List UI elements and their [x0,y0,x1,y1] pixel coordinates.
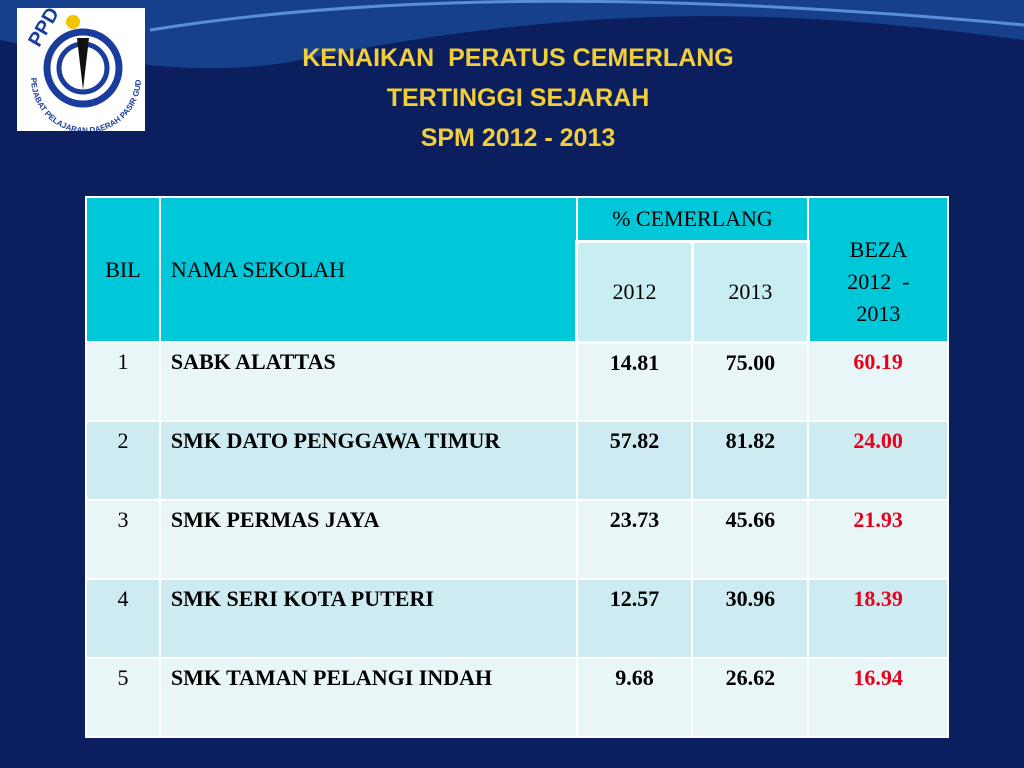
table-cell: 60.19 [807,341,949,422]
table-cell: 26.62 [691,657,810,738]
title: KENAIKAN PERATUS CEMERLANG TERTINGGI SEJ… [218,38,818,158]
table-cell: 81.82 [691,420,810,501]
table-cell: 2 [85,420,161,501]
header-line: 2013 [856,300,901,326]
table-cell: 24.00 [807,420,949,501]
header-cell: 2013 [690,239,810,344]
table-cell: 1 [85,341,161,422]
table-row: 3 SMK PERMAS JAYA 23.73 45.66 21.93 [85,499,949,580]
table-cell: 5 [85,657,161,738]
title-line: TERTINGGI SEJARAH [386,84,650,112]
table-cell: 16.94 [807,657,949,738]
table-row: 5 SMK TAMAN PELANGI INDAH 9.68 26.62 16.94 [85,657,949,738]
table-cell: 57.82 [575,420,694,501]
header-row: 2012 2013 [86,239,948,344]
logo-ring [43,28,123,108]
header-cell: NAMA SEKOLAH [158,196,578,343]
table-row: 4 SMK SERI KOTA PUTERI 12.57 30.96 18.39 [85,578,949,659]
header-cell: % CEMERLANG [575,196,810,242]
table-cell: 30.96 [691,578,810,659]
logo-pen [77,38,89,90]
table-cell: 4 [85,578,161,659]
header-line: BEZA [849,236,908,262]
table-cell: SMK SERI KOTA PUTERI [158,578,578,659]
table-cell: 23.73 [575,499,694,580]
table-body: BIL NAMA SEKOLAH % CEMERLANG BEZA 2012 -… [85,196,949,738]
table-cell: 18.39 [807,578,949,659]
table-row: 2 SMK DATO PENGGAWA TIMUR 57.82 81.82 24.00 [85,420,949,501]
table-cell: SABK ALATTAS [158,341,578,422]
header-cell: 2012 [575,239,694,344]
table-cell: 14.81 [575,341,694,422]
title-line: SPM 2012 - 2013 [420,124,616,152]
table-cell: 45.66 [691,499,810,580]
header-row: BIL NAMA SEKOLAH % CEMERLANG BEZA 2012 -… [85,196,949,343]
table-cell: 21.93 [807,499,949,580]
logo: PPD PEJABAT PELAJARAN DAERAH PASIR GUDAN… [17,8,145,131]
header-cell: BEZA 2012 - 2013 [807,196,949,343]
header-cell: BIL [85,196,161,343]
table: BIL NAMA SEKOLAH % CEMERLANG BEZA 2012 -… [85,196,949,738]
logo-moon [66,15,80,29]
table-cell: 9.68 [575,657,694,738]
title-line: KENAIKAN PERATUS CEMERLANG [302,44,734,72]
table-cell: 3 [85,499,161,580]
table-cell: SMK TAMAN PELANGI INDAH [158,657,578,738]
swoosh-line [149,0,1024,32]
table-cell: SMK PERMAS JAYA [158,499,578,580]
header-line: 2012 - [847,268,910,294]
table-row: 1 SABK ALATTAS 14.81 75.00 60.19 [85,341,949,422]
table-cell: 12.57 [575,578,694,659]
table-cell: 75.00 [691,341,810,422]
table-cell: SMK DATO PENGGAWA TIMUR [158,420,578,501]
